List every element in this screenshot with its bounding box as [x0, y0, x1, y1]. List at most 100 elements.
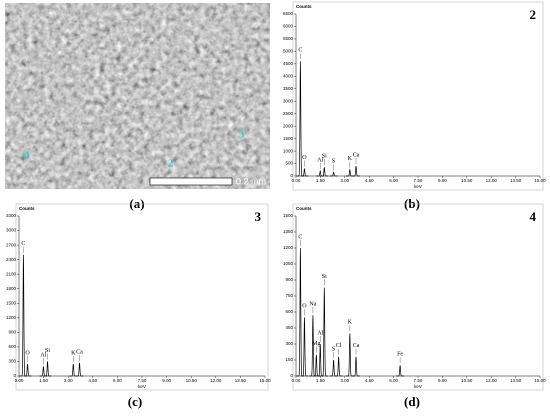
x-tick-label: 13.50 — [510, 178, 522, 183]
y-axis-label: Counts — [19, 206, 35, 211]
peak-label: O — [302, 304, 307, 310]
peak-label: Cl — [336, 343, 342, 349]
x-tick-label: 15.00 — [534, 178, 546, 183]
x-axis-label: keV — [414, 384, 422, 389]
y-tick-label: 150 — [285, 357, 293, 362]
sem-texture — [5, 3, 270, 189]
peak-label: K — [71, 350, 76, 356]
y-tick-label: 2400 — [6, 257, 17, 262]
x-tick-label: 9.00 — [438, 378, 447, 383]
x-tick-label: 0.00 — [292, 178, 301, 183]
y-tick-label: 300 — [285, 341, 293, 346]
x-tick-label: 4.50 — [88, 378, 97, 383]
peak — [39, 366, 48, 377]
peak — [43, 361, 52, 377]
spectrum-chart: Counts keV 3 (c) 0 300 600 900 1200 1500 1800 2100 2… — [6, 203, 271, 409]
caption: (b) — [404, 196, 420, 211]
y-tick-label: 0 — [13, 373, 16, 378]
x-axis-label: keV — [414, 184, 422, 189]
peak-label: K — [348, 156, 353, 162]
y-tick-label: 3500 — [283, 86, 294, 91]
peak-label: Mg — [312, 341, 320, 347]
peak — [334, 356, 343, 377]
y-tick-label: 6500 — [283, 11, 294, 16]
peak — [316, 169, 325, 177]
spot-label: 4 — [530, 209, 537, 224]
y-tick-label: 5000 — [283, 49, 294, 54]
y-tick-label: 450 — [285, 325, 293, 330]
peak — [316, 343, 325, 377]
y-tick-label: 1000 — [283, 148, 294, 153]
peak-label: Al — [317, 330, 323, 336]
peak — [19, 254, 28, 377]
peak-label: C — [298, 234, 302, 240]
x-tick-label: 13.50 — [235, 378, 247, 383]
peak — [309, 315, 317, 377]
scale-bar-label: 0.2 mm — [236, 176, 266, 186]
x-tick-label: 3.00 — [340, 178, 349, 183]
peak — [320, 167, 329, 177]
caption: (c) — [128, 394, 142, 409]
y-tick-label: 1500 — [283, 213, 294, 218]
spectrum-chart: Counts keV 4 (d) 0 150 300 450 600 750 900 1050 1200… — [283, 203, 546, 409]
x-tick-label: 9.00 — [162, 378, 171, 383]
peak-label: Na — [309, 302, 316, 308]
x-tick-label: 12.00 — [486, 378, 498, 383]
peak — [300, 168, 309, 177]
spot-marker: 3 — [239, 129, 245, 141]
y-tick-label: 2700 — [6, 242, 17, 247]
y-tick-label: 1500 — [283, 136, 294, 141]
caption: (d) — [404, 394, 420, 409]
y-tick-label: 4000 — [283, 73, 294, 78]
y-tick-label: 4500 — [283, 61, 294, 66]
x-tick-label: 1.50 — [39, 378, 48, 383]
x-axis-label: keV — [138, 384, 146, 389]
x-tick-label: 7.50 — [138, 378, 147, 383]
peak-label: O — [302, 155, 307, 161]
peak-label: Ca — [353, 152, 360, 158]
y-tick-label: 600 — [285, 309, 293, 314]
y-tick-label: 1800 — [6, 286, 17, 291]
y-tick-label: 1200 — [6, 315, 17, 320]
peak-label: C — [21, 241, 25, 247]
x-tick-label: 10.50 — [461, 378, 473, 383]
sem-image: 2 3 4 0.2 mm — [5, 3, 270, 189]
peak — [300, 317, 309, 377]
peak-label: Si — [45, 348, 50, 354]
x-tick-label: 1.50 — [316, 378, 325, 383]
y-tick-label: 3000 — [283, 98, 294, 103]
peak-label: Si — [322, 274, 327, 280]
peak-label: Si — [322, 154, 327, 160]
y-tick-label: 1200 — [283, 245, 294, 250]
x-tick-label: 10.50 — [186, 378, 198, 383]
y-tick-label: 750 — [285, 293, 293, 298]
peak — [352, 165, 360, 177]
peak-label: Ca — [76, 349, 83, 355]
peak-label: S — [332, 159, 335, 165]
peak-label: C — [298, 48, 302, 54]
y-tick-label: 6000 — [283, 24, 294, 29]
y-tick-label: 900 — [285, 277, 293, 282]
x-tick-label: 15.00 — [534, 378, 546, 383]
x-tick-label: 7.50 — [414, 378, 423, 383]
y-tick-label: 2500 — [283, 111, 294, 116]
x-tick-label: 12.00 — [486, 178, 498, 183]
spot-label: 2 — [530, 7, 537, 22]
spot-marker: 2 — [168, 158, 174, 170]
x-tick-label: 6.00 — [389, 178, 398, 183]
y-tick-label: 0 — [290, 173, 293, 178]
x-tick-label: 0.00 — [15, 378, 24, 383]
y-tick-label: 600 — [8, 344, 16, 349]
y-tick-label: 300 — [8, 359, 16, 364]
peak — [329, 359, 338, 377]
peak — [345, 168, 354, 177]
y-tick-label: 1500 — [6, 300, 17, 305]
x-tick-label: 13.50 — [510, 378, 522, 383]
plot-frame — [15, 203, 269, 391]
x-tick-label: 1.50 — [316, 178, 325, 183]
y-axis-label: Counts — [296, 206, 312, 211]
peak-label: Fe — [397, 352, 403, 358]
x-tick-label: 4.50 — [365, 178, 374, 183]
peak — [69, 363, 78, 377]
